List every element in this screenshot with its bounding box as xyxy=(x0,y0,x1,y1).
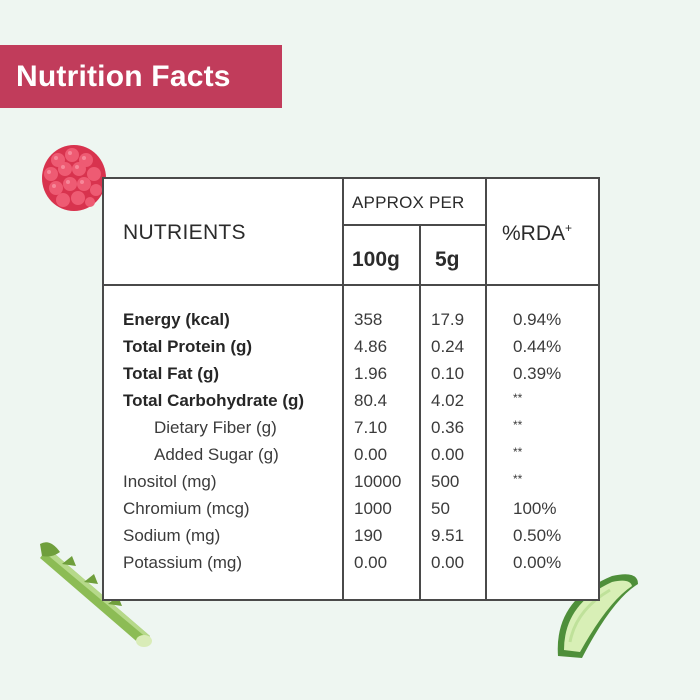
header-rda-mark: + xyxy=(565,221,573,235)
value-per-5g: 50 xyxy=(431,499,450,518)
value-per-100g: 4.86 xyxy=(354,337,388,356)
header-100g: 100g xyxy=(352,248,400,271)
table-row: Total Protein (g) 4.86 0.24 0.44% xyxy=(104,333,598,360)
table-row: Chromium (mcg) 1000 50 100% xyxy=(104,495,598,522)
value-per-100g: 7.10 xyxy=(354,418,388,437)
value-per-100g: 0.00 xyxy=(354,553,388,572)
nutrient-name: Total Fat (g) xyxy=(123,364,219,383)
header-rda-label: %RDA xyxy=(502,222,566,245)
nutrient-name: Dietary Fiber (g) xyxy=(154,418,277,437)
nutrient-name: Total Protein (g) xyxy=(123,337,253,356)
value-rda: 0.39% xyxy=(513,364,562,383)
table-row: Sodium (mg) 190 9.51 0.50% xyxy=(104,522,598,549)
value-per-5g: 4.02 xyxy=(431,391,465,410)
value-per-5g: 0.36 xyxy=(431,418,465,437)
table-row: Energy (kcal) 358 17.9 0.94% xyxy=(104,306,598,333)
value-per-100g: 358 xyxy=(354,310,383,329)
table-row: Inositol (mg) 10000 500 ** xyxy=(104,468,598,495)
value-rda: ** xyxy=(513,445,523,459)
nutrient-name: Added Sugar (g) xyxy=(154,445,279,464)
nutrition-table: NUTRIENTS APPROX PER 100g 5g %RDA+ Energ… xyxy=(102,177,600,601)
value-per-100g: 190 xyxy=(354,526,383,545)
value-per-100g: 1.96 xyxy=(354,364,388,383)
raspberry-icon xyxy=(42,145,106,211)
value-per-100g: 1000 xyxy=(354,499,392,518)
value-per-5g: 500 xyxy=(431,472,460,491)
header-5g: 5g xyxy=(435,248,460,271)
table-row: Total Carbohydrate (g) 80.4 4.02 ** xyxy=(104,387,598,414)
header-rda: %RDA+ xyxy=(502,221,572,246)
nutrient-name: Sodium (mg) xyxy=(123,526,221,545)
aloe-vera-icon xyxy=(557,574,638,658)
value-per-5g: 0.00 xyxy=(431,445,465,464)
value-rda: ** xyxy=(513,391,523,405)
value-rda: 0.44% xyxy=(513,337,562,356)
value-per-5g: 0.00 xyxy=(431,553,465,572)
column-divider xyxy=(342,179,344,599)
nutrient-name: Chromium (mcg) xyxy=(123,499,250,518)
value-per-5g: 0.10 xyxy=(431,364,465,383)
value-rda: 100% xyxy=(513,499,557,518)
value-rda: 0.94% xyxy=(513,310,562,329)
header-nutrients: NUTRIENTS xyxy=(123,221,246,244)
value-rda: ** xyxy=(513,472,523,486)
table-row: Dietary Fiber (g) 7.10 0.36 ** xyxy=(104,414,598,441)
value-per-5g: 0.24 xyxy=(431,337,465,356)
table-row: Potassium (mg) 0.00 0.00 0.00% xyxy=(104,549,598,576)
nutrient-name: Energy (kcal) xyxy=(123,310,230,329)
value-rda: ** xyxy=(513,418,523,432)
header-divider xyxy=(342,224,485,226)
value-per-5g: 9.51 xyxy=(431,526,465,545)
header-divider xyxy=(104,284,598,286)
value-per-100g: 10000 xyxy=(354,472,402,491)
value-rda: 0.50% xyxy=(513,526,562,545)
nutrient-name: Total Carbohydrate (g) xyxy=(123,391,305,410)
table-row: Added Sugar (g) 0.00 0.00 ** xyxy=(104,441,598,468)
value-per-100g: 0.00 xyxy=(354,445,388,464)
value-rda: 0.00% xyxy=(513,553,562,572)
asparagus-icon xyxy=(40,542,152,647)
nutrient-name: Potassium (mg) xyxy=(123,553,243,572)
column-divider xyxy=(485,179,487,599)
table-row: Total Fat (g) 1.96 0.10 0.39% xyxy=(104,360,598,387)
value-per-100g: 80.4 xyxy=(354,391,388,410)
page-title: Nutrition Facts xyxy=(16,60,231,93)
nutrient-name: Inositol (mg) xyxy=(123,472,217,491)
value-per-5g: 17.9 xyxy=(431,310,465,329)
page-title-banner: Nutrition Facts xyxy=(0,45,282,108)
column-divider xyxy=(419,226,421,599)
header-approx-per: APPROX PER xyxy=(352,193,465,212)
